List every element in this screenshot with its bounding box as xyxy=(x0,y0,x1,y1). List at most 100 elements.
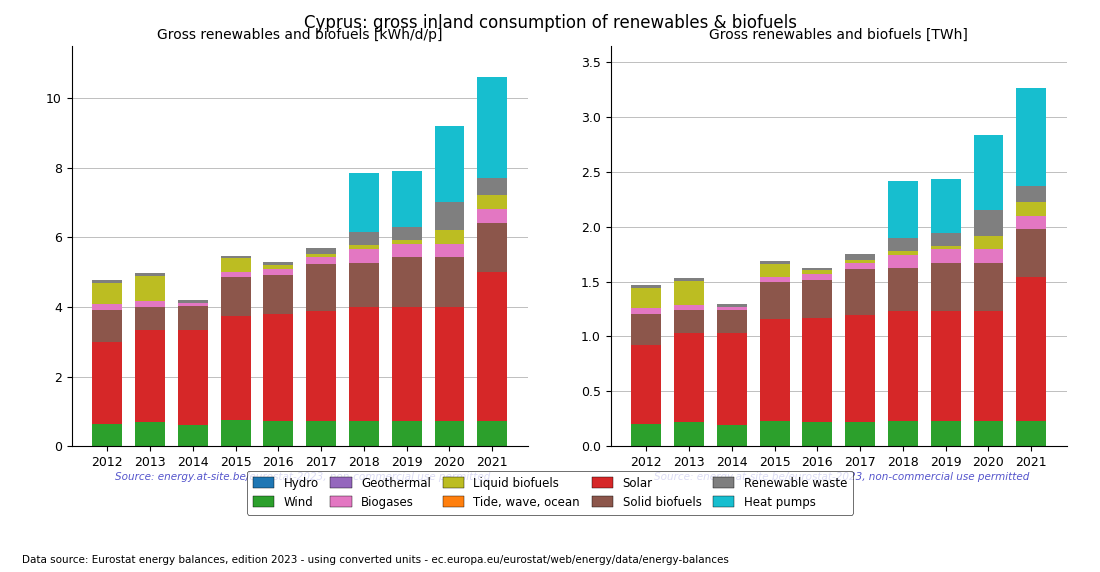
Bar xyxy=(674,281,704,305)
Bar xyxy=(221,256,251,259)
Bar xyxy=(349,307,378,421)
Bar xyxy=(178,330,208,424)
Bar xyxy=(1016,229,1046,277)
Bar xyxy=(845,269,876,315)
Bar xyxy=(92,283,122,304)
Bar xyxy=(392,171,421,227)
Bar xyxy=(306,248,337,254)
Bar xyxy=(717,425,747,446)
Bar xyxy=(717,333,747,425)
Bar xyxy=(135,273,165,276)
Bar xyxy=(92,311,122,341)
Bar xyxy=(477,421,507,446)
Bar xyxy=(221,277,251,316)
Bar xyxy=(931,311,960,422)
Bar xyxy=(263,265,294,269)
Bar xyxy=(845,253,876,260)
Bar xyxy=(263,269,294,275)
Bar xyxy=(434,244,464,257)
Bar xyxy=(1016,277,1046,422)
Bar xyxy=(392,240,421,244)
Bar xyxy=(760,261,790,264)
Bar xyxy=(477,195,507,209)
Bar xyxy=(760,421,790,446)
Bar xyxy=(802,422,833,446)
Bar xyxy=(717,304,747,307)
Bar xyxy=(434,257,464,307)
Bar xyxy=(349,232,378,245)
Bar xyxy=(888,181,917,239)
Bar xyxy=(760,264,790,277)
Bar xyxy=(674,279,704,281)
Bar xyxy=(392,421,421,446)
Bar xyxy=(306,264,337,311)
Bar xyxy=(931,246,960,249)
Bar xyxy=(135,301,165,307)
Bar xyxy=(931,233,960,246)
Text: Source: energy.at-site.be/eurostat-2023, non-commercial use permitted: Source: energy.at-site.be/eurostat-2023,… xyxy=(653,472,1030,482)
Text: Data source: Eurostat energy balances, edition 2023 - using converted units - ec: Data source: Eurostat energy balances, e… xyxy=(22,555,729,565)
Bar xyxy=(845,260,876,263)
Bar xyxy=(888,251,917,255)
Bar xyxy=(221,316,251,420)
Bar xyxy=(674,311,704,333)
Bar xyxy=(477,223,507,272)
Bar xyxy=(392,307,421,421)
Bar xyxy=(263,263,294,265)
Bar xyxy=(888,255,917,268)
Bar xyxy=(477,77,507,178)
Bar xyxy=(845,315,876,422)
Bar xyxy=(802,274,833,280)
Bar xyxy=(135,422,165,446)
Bar xyxy=(931,422,960,446)
Bar xyxy=(392,227,421,240)
Bar xyxy=(306,311,337,421)
Bar xyxy=(434,202,464,229)
Bar xyxy=(263,275,294,314)
Bar xyxy=(717,310,747,333)
Bar xyxy=(178,303,208,306)
Bar xyxy=(92,341,122,423)
Bar xyxy=(1016,422,1046,446)
Bar xyxy=(974,236,1003,249)
Bar xyxy=(888,422,917,446)
Bar xyxy=(135,307,165,330)
Bar xyxy=(263,421,294,446)
Bar xyxy=(221,259,251,272)
Title: Gross renewables and biofuels [kWh/d/p]: Gross renewables and biofuels [kWh/d/p] xyxy=(157,28,442,42)
Bar xyxy=(888,268,917,311)
Bar xyxy=(434,307,464,421)
Bar xyxy=(1016,186,1046,202)
Bar xyxy=(135,330,165,422)
Bar xyxy=(674,305,704,311)
Bar xyxy=(845,422,876,446)
Bar xyxy=(306,254,337,257)
Bar xyxy=(760,319,790,421)
Bar xyxy=(760,281,790,319)
Bar xyxy=(477,272,507,421)
Bar xyxy=(392,244,421,257)
Bar xyxy=(92,280,122,283)
Bar xyxy=(931,263,960,311)
Bar xyxy=(674,423,704,446)
Bar xyxy=(931,179,960,233)
Bar xyxy=(802,317,833,422)
Bar xyxy=(845,263,876,269)
Bar xyxy=(92,423,122,446)
Bar xyxy=(974,209,1003,236)
Bar xyxy=(888,311,917,422)
Bar xyxy=(434,126,464,202)
Bar xyxy=(392,257,421,307)
Bar xyxy=(974,263,1003,311)
Bar xyxy=(178,306,208,330)
Bar xyxy=(760,277,790,281)
Bar xyxy=(931,249,960,263)
Bar xyxy=(1016,216,1046,229)
Bar xyxy=(263,314,294,421)
Bar xyxy=(888,239,917,251)
Bar xyxy=(974,422,1003,446)
Text: Source: energy.at-site.be/eurostat-2023, non-commercial use permitted: Source: energy.at-site.be/eurostat-2023,… xyxy=(114,472,491,482)
Legend: Hydro, Wind, Geothermal, Biogases, Liquid biofuels, Tide, wave, ocean, Solar, So: Hydro, Wind, Geothermal, Biogases, Liqui… xyxy=(246,471,854,515)
Bar xyxy=(349,173,378,232)
Bar xyxy=(349,245,378,249)
